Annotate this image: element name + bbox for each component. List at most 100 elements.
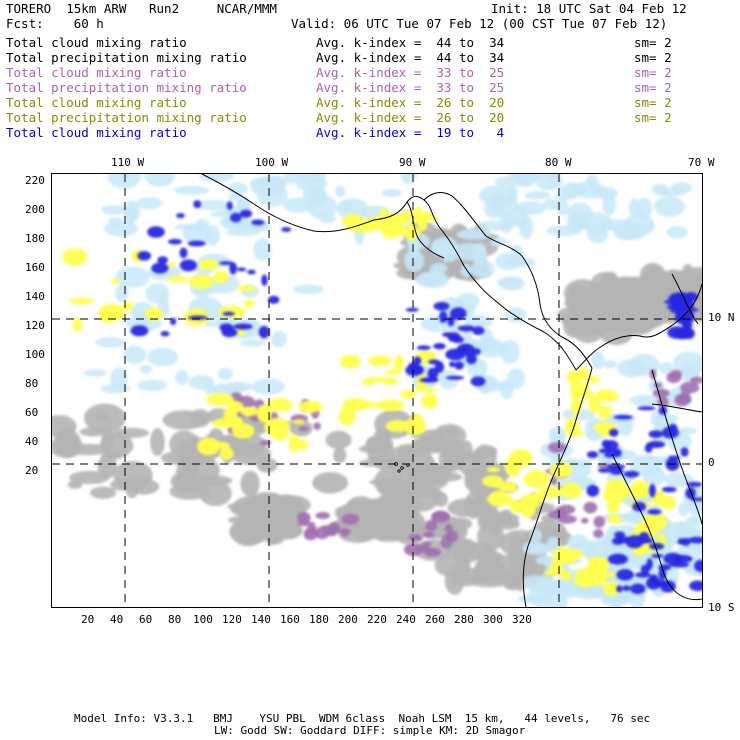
cloud-patch [573,288,590,302]
island-dots [394,462,410,473]
cloud-patch [187,240,206,247]
cloud-patch [623,470,640,478]
cloud-patch [542,198,561,210]
cloud-patch [175,370,189,385]
cloud-patch [628,198,641,218]
cloud-patch [168,238,182,245]
cloud-patch [586,451,599,459]
cloud-patch [617,514,644,523]
cloud-patch [227,182,248,195]
cloud-patch [182,456,220,485]
cloud-patch [560,482,582,499]
cloud-patch [456,292,480,311]
cloud-patch [240,470,260,497]
cloud-patch [173,185,210,195]
cloud-patch [315,512,331,520]
cloud-patch [658,564,672,571]
cloud-patch [231,416,244,431]
cloud-patch [677,544,702,557]
cloud-patch [472,444,497,470]
blue-cloud-layer [130,200,702,595]
cloud-patch [522,543,551,556]
cloud-patch [130,325,149,337]
cloud-patch [170,317,177,326]
cloud-patch [564,431,585,437]
cloud-patch [685,487,696,499]
cloud-patch [664,472,693,487]
cloud-patch [97,454,117,479]
cloud-mixing-ratio-map [52,174,702,607]
cloud-patch [405,307,419,312]
cloud-patch [694,559,702,573]
cloud-patch [690,376,702,384]
cloud-patch [374,428,391,443]
cloud-patch [494,176,525,187]
grid-lines [52,174,702,607]
y-tick-label: 140 [25,290,45,303]
cloud-patch [570,400,583,416]
x-tick-label: 280 [454,613,474,626]
cloud-patch [451,336,464,344]
cloud-patch [648,430,663,438]
cloud-patch [662,486,677,493]
coastline [201,174,702,607]
cloud-patch [334,185,346,197]
cloud-patch [145,307,163,321]
cloud-patch [582,566,608,583]
cloud-patch [167,276,190,283]
y-tick-label: 40 [25,435,39,448]
cloud-patch [454,361,464,370]
cloud-patch [470,260,495,278]
legend-field-name: Total precipitation mixing ratio [6,50,247,65]
cloud-patch [413,386,438,392]
x-tick-label: 40 [110,613,124,626]
y-tick-label: 160 [25,261,45,274]
cloud-patch [586,484,600,497]
model-run-title: TORERO 15km ARW Run2 NCAR/MMM [6,1,277,16]
x-tick-label: 120 [222,613,242,626]
cloud-patch [392,222,403,238]
legend-smoothing: sm= 2 [634,65,672,80]
cloud-patch [297,439,309,451]
legend-field-name: Total cloud mixing ratio [6,65,187,80]
legend-smoothing: sm= 2 [634,80,672,95]
cloud-patch [139,364,152,374]
cloud-patch [538,485,562,499]
cloud-patch [593,529,604,539]
cloud-patch [411,536,423,541]
cloud-patch [535,555,557,566]
y-tick-label: 20 [25,464,39,477]
cloud-patch [244,299,255,309]
cloud-patch [259,184,271,193]
cloud-patch [128,478,160,495]
cloud-patch [219,217,232,228]
cloud-patch [419,271,447,287]
x-tick-label: 60 [139,613,153,626]
legend-field-name: Total cloud mixing ratio [6,95,187,110]
cloud-patch [136,197,163,210]
cloud-patch [324,524,339,537]
cloud-patch [461,331,473,340]
cloud-patch [429,262,448,275]
x-tick-label: 320 [512,613,532,626]
cloud-patch [423,547,442,557]
cloud-patch [603,440,619,451]
cloud-patch [115,266,150,288]
legend-k-index-range: Avg. k-index = 44 to 34 [316,35,505,50]
cloud-patch [95,413,110,421]
cloud-patch [385,420,410,433]
cloud-patch [637,197,652,220]
cloud-patch [680,447,689,457]
cloud-patch [659,362,674,375]
cloud-patch [404,249,425,272]
model-info-line: Model Info: V3.3.1 BMJ YSU PBL WDM 6clas… [74,712,651,725]
cloud-patch [583,501,598,514]
lon-label-100w: 100 W [255,156,289,169]
cloud-patch [622,214,655,237]
cloud-patch [110,367,128,390]
cloud-patch [597,468,612,473]
cloud-patch [629,395,665,406]
cloud-patch [456,567,492,581]
cloud-patch [688,515,702,527]
cloud-patch [223,408,238,420]
